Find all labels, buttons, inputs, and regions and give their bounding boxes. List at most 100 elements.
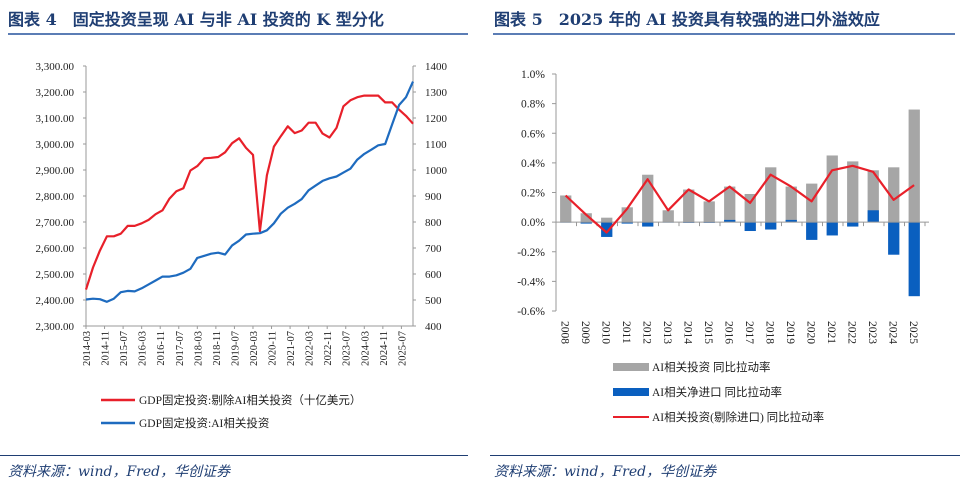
left-source-note: 资料来源：wind，Fred，华创证券 <box>8 464 231 480</box>
right-y-tick-label: 1000 <box>425 165 448 177</box>
legend-label: GDP固定投资:剔除AI相关投资（十亿美元） <box>139 393 361 407</box>
y-tick-label: -0.2% <box>517 247 545 259</box>
left-y-tick-label: 2,700.00 <box>36 217 75 229</box>
x-tick-label: 2014-03 <box>82 331 93 366</box>
x-tick-label: 2022-03 <box>305 331 316 366</box>
x-tick-label: 2008 <box>559 321 571 344</box>
right-source-rule <box>490 455 960 456</box>
ai-investment-bar <box>580 213 592 223</box>
x-tick-label: 2025 <box>907 321 919 344</box>
right-y-tick-label: 1400 <box>425 61 448 73</box>
ai-investment-bar <box>601 217 613 223</box>
legend-label: AI相关投资(剔除进口) 同比拉动率 <box>652 410 824 424</box>
legend-label: AI相关投资 同比拉动率 <box>652 360 771 374</box>
right-y-tick-label: 1300 <box>425 87 448 99</box>
y-tick-label: 0.8% <box>521 99 545 111</box>
ai-investment-bar <box>867 170 879 223</box>
x-tick-label: 2014-11 <box>101 331 112 366</box>
ai-investment-bar <box>621 207 633 223</box>
ai-investment-bar <box>703 201 715 223</box>
x-tick-label: 2017 <box>743 321 755 344</box>
right-title-rule <box>493 33 955 35</box>
net-import-bar <box>744 222 756 232</box>
x-tick-label: 2014 <box>682 321 694 344</box>
x-tick-label: 2018 <box>764 321 776 344</box>
x-tick-label: 2019 <box>784 321 796 344</box>
x-tick-label: 2017-07 <box>175 331 186 366</box>
x-tick-label: 2023-07 <box>342 331 353 366</box>
x-tick-label: 2016 <box>723 321 735 344</box>
y-tick-label: 1.0% <box>521 69 545 81</box>
ai-investment-bar <box>826 155 838 223</box>
x-tick-label: 2024 <box>887 321 899 344</box>
legend-label: AI相关净进口 同比拉动率 <box>652 385 782 399</box>
ai-investment-bar <box>847 161 859 223</box>
ai-investment-bar <box>662 210 674 223</box>
right-y-tick-label: 1100 <box>425 139 447 151</box>
y-tick-label: -0.6% <box>517 306 545 318</box>
x-tick-label: 2020-11 <box>268 331 279 366</box>
x-tick-label: 2018-03 <box>193 331 204 366</box>
ai-investment-bar <box>888 167 900 223</box>
net-import-bar <box>826 222 838 236</box>
x-tick-label: 2016-03 <box>138 331 149 366</box>
ai-investment-bar <box>724 186 736 223</box>
x-tick-label: 2022 <box>846 321 858 344</box>
x-tick-label: 2021 <box>825 321 837 344</box>
left-y-tick-label: 3,300.00 <box>36 61 75 73</box>
ai-investment-bar <box>744 193 756 223</box>
net-import-bar <box>867 210 879 223</box>
net-import-bar <box>580 222 592 224</box>
right-y-tick-label: 400 <box>425 321 442 333</box>
left-y-tick-label: 2,400.00 <box>36 295 75 307</box>
right-y-tick-label: 1200 <box>425 113 448 125</box>
k-shape-line-chart: 2,300.00 2,400.00 2,500.00 2,600.00 2,700.00… <box>36 61 448 430</box>
ai-investment-bar <box>642 174 654 223</box>
x-tick-label: 2023 <box>866 321 878 344</box>
x-tick-label: 2020-03 <box>249 331 260 366</box>
ex-import-investment-line <box>564 164 915 234</box>
x-tick-label: 2016-11 <box>156 331 167 366</box>
ai-investment-line <box>85 81 415 303</box>
ai-investment-bar <box>560 195 572 223</box>
y-tick-label: 0.2% <box>521 188 545 200</box>
net-import-bar <box>642 222 654 227</box>
ai-investment-bar <box>806 183 818 223</box>
x-tick-label: 2012 <box>641 321 653 344</box>
legend-label: GDP固定投资:AI相关投资 <box>139 416 269 430</box>
left-y-tick-label: 2,900.00 <box>36 165 75 177</box>
y-tick-label: -0.4% <box>517 276 545 288</box>
left-y-tick-label: 3,000.00 <box>36 139 75 151</box>
y-tick-label: 0.4% <box>521 158 545 170</box>
left-y-tick-label: 2,500.00 <box>36 269 75 281</box>
y-tick-label: 0.6% <box>521 128 545 140</box>
ai-investment-bar <box>765 167 777 223</box>
non-ai-investment-line <box>84 94 414 290</box>
net-import-bar <box>601 222 613 237</box>
x-tick-label: 2021-07 <box>286 331 297 366</box>
x-tick-label: 2011 <box>620 321 632 344</box>
left-source-rule <box>0 455 468 456</box>
ai-investment-bar <box>785 186 797 223</box>
legend-swatch <box>613 388 649 396</box>
x-tick-label: 2009 <box>579 321 591 344</box>
x-tick-label: 2022-11 <box>323 331 334 366</box>
right-y-tick-label: 700 <box>425 243 442 255</box>
x-tick-label: 2018-11 <box>212 331 223 366</box>
right-source-note: 资料来源：wind，Fred，华创证券 <box>494 464 717 480</box>
net-import-bar <box>765 222 777 230</box>
right-y-tick-label: 900 <box>425 191 442 203</box>
ai-import-bar-chart: -0.6% -0.4% -0.2% 0.0% 0.2% 0.4% 0.6% 0.8% 1.0% 2… <box>517 69 929 424</box>
net-import-bar <box>908 222 920 297</box>
right-y-tick-label: 600 <box>425 269 442 281</box>
left-y-tick-label: 3,100.00 <box>36 113 75 125</box>
left-y-tick-label: 2,800.00 <box>36 191 75 203</box>
x-tick-label: 2013 <box>661 321 673 344</box>
legend-swatch <box>613 363 649 371</box>
net-import-bar <box>888 222 900 255</box>
x-tick-label: 2025-07 <box>397 331 408 366</box>
x-tick-label: 2019-07 <box>230 331 241 366</box>
x-tick-label: 2024-11 <box>379 331 390 366</box>
x-tick-label: 2015 <box>702 321 714 344</box>
left-y-tick-label: 3,200.00 <box>36 87 75 99</box>
